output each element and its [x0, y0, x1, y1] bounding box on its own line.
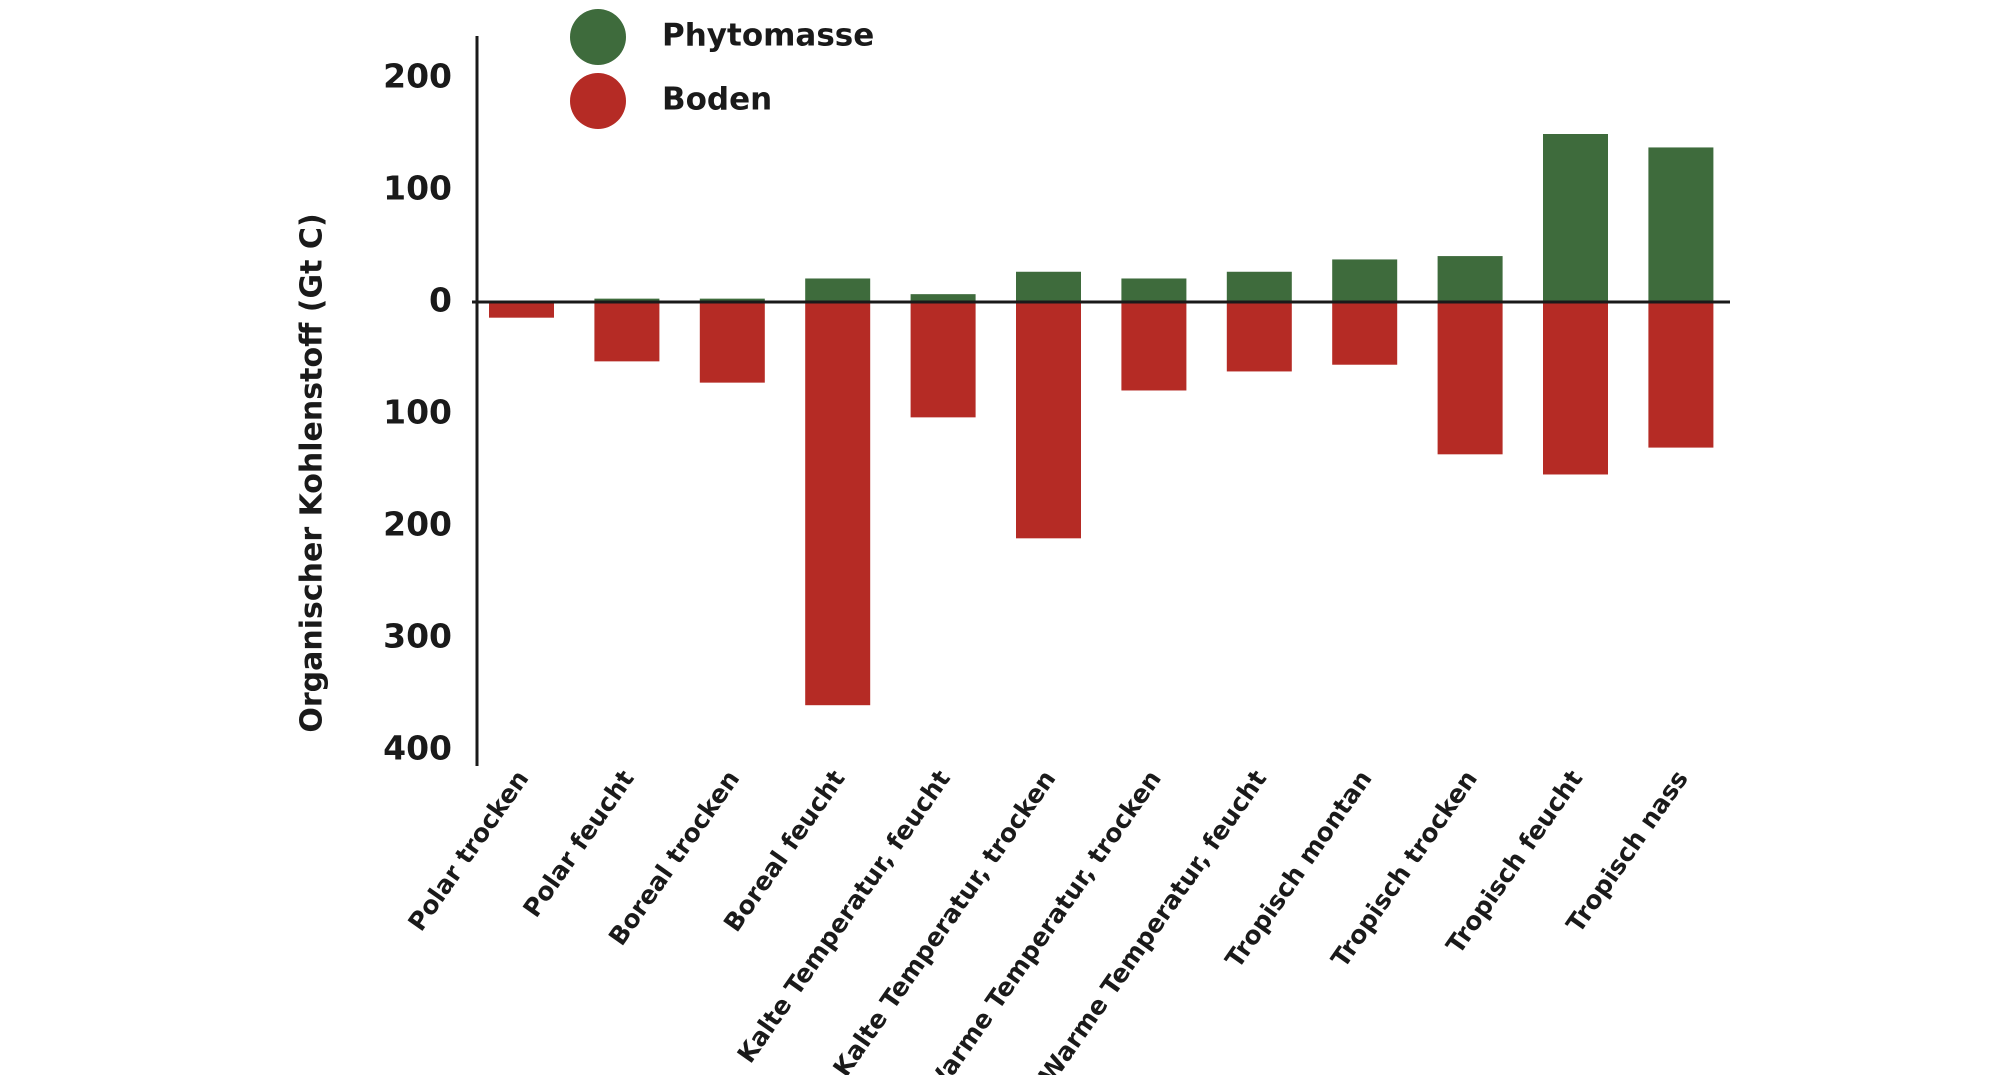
legend-swatch-boden [570, 73, 626, 129]
bar-boden [1016, 302, 1081, 539]
y-tick-label: 0 [429, 281, 452, 320]
bar-boden [699, 302, 765, 383]
bar-phytomasse [1332, 259, 1398, 302]
bar-phytomasse [1543, 134, 1608, 302]
bars [489, 134, 1714, 706]
y-tick-label: 200 [383, 57, 452, 96]
y-tick-label: 400 [383, 729, 452, 768]
legend: Phytomasse Boden [570, 9, 874, 129]
category-label: Kalte Temperatur, trocken [827, 765, 1061, 1075]
category-label: Kalte Temperatur, feucht [731, 765, 956, 1068]
y-tick-label: 100 [383, 169, 452, 208]
legend-label-phytomasse: Phytomasse [662, 18, 874, 54]
bar-phytomasse [699, 298, 765, 302]
category-label: Polar trocken [402, 765, 534, 936]
bar-phytomasse [910, 294, 976, 302]
bar-boden [594, 302, 660, 362]
bar-boden [1543, 302, 1608, 475]
y-tick-label: 100 [383, 393, 452, 432]
bar-boden [805, 302, 871, 706]
y-tick-label: 200 [383, 505, 452, 544]
y-tick-label: 300 [383, 617, 452, 656]
bar-boden [1648, 302, 1714, 448]
bar-phytomasse [1121, 278, 1187, 302]
bar-phytomasse [1016, 271, 1081, 302]
y-tick-labels: 200 100 0 100 200 300 400 [383, 57, 452, 768]
bar-phytomasse [805, 278, 871, 302]
bar-boden [1332, 302, 1398, 365]
legend-swatch-phytomasse [570, 9, 626, 65]
bar-boden [489, 302, 554, 318]
bar-boden [1437, 302, 1503, 455]
y-axis-label: Organischer Kohlenstoff (Gt C) [295, 213, 330, 732]
bar-phytomasse [1437, 256, 1503, 302]
bar-phytomasse [1648, 147, 1714, 302]
bar-boden [1226, 302, 1292, 372]
bar-phytomasse [594, 298, 660, 302]
bar-boden [1121, 302, 1187, 391]
bar-phytomasse [1226, 271, 1292, 302]
category-label: Polar feucht [517, 765, 640, 923]
legend-label-boden: Boden [662, 82, 772, 118]
bar-boden [910, 302, 976, 418]
